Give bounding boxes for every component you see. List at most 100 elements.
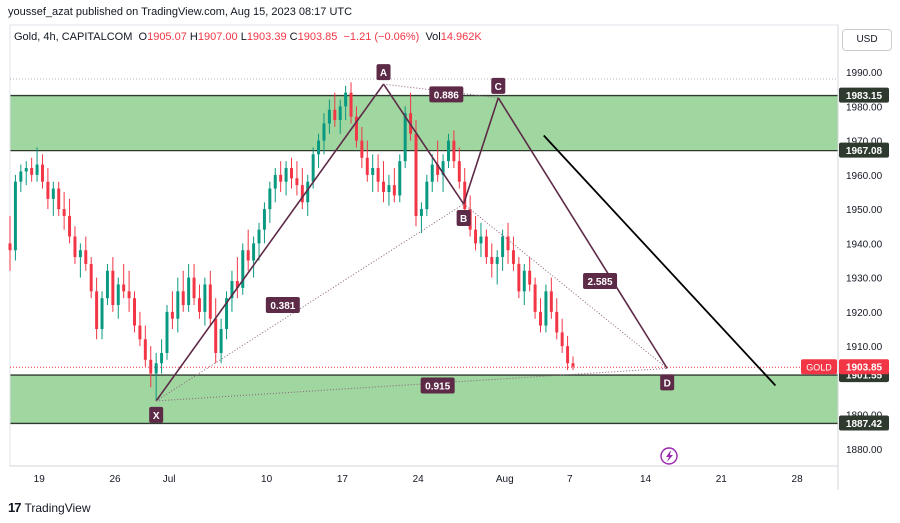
candle [376, 154, 380, 192]
x-tick-label: 14 [640, 474, 652, 485]
candle-body [268, 188, 272, 210]
candle-body [143, 339, 147, 360]
low-value: 1903.39 [246, 31, 287, 43]
y-tick-label: 1980.00 [846, 102, 883, 113]
candle [506, 222, 510, 264]
point-badge [149, 406, 164, 423]
point-badge [660, 374, 675, 391]
candle-body [160, 352, 164, 364]
close-label: C [289, 31, 298, 43]
candle [268, 181, 272, 223]
point-badge [376, 64, 391, 81]
pattern-leg-bc [462, 97, 500, 205]
candle-body [387, 185, 391, 192]
y-tick-label: 1970.00 [846, 137, 883, 148]
symbol-info-line: Gold, 4h, CAPITALCOM O1905.07 H1907.00 L… [14, 31, 482, 43]
candle-body [100, 298, 104, 329]
candle [170, 291, 174, 329]
price-tag-bg [839, 87, 889, 103]
candle-body [30, 168, 34, 175]
candle [295, 161, 299, 196]
candle [89, 257, 93, 299]
candle [290, 157, 293, 189]
currency-button[interactable]: USD [842, 29, 892, 51]
candle [176, 277, 180, 333]
pattern-leg-ab [382, 83, 465, 205]
candle [95, 277, 99, 340]
candle-body [214, 318, 218, 353]
point-label: B [460, 214, 467, 225]
candle [333, 92, 337, 127]
pattern-ratio-bd [463, 203, 668, 369]
candle [382, 161, 386, 203]
candle-body [517, 263, 521, 292]
y-tick-label: 1950.00 [846, 205, 883, 216]
ratio-label: 2.585 [583, 273, 618, 290]
candle-body [192, 277, 196, 299]
candle-body [290, 168, 293, 179]
candle-body [457, 161, 461, 182]
candle-body [528, 270, 532, 285]
candle-body [122, 284, 126, 292]
point-badge [491, 77, 506, 94]
candle [338, 99, 342, 134]
candle-body [89, 263, 93, 292]
candle [246, 229, 250, 271]
candle [457, 147, 461, 189]
candle [181, 270, 185, 312]
candle [392, 168, 396, 203]
candle [571, 356, 575, 371]
zone-price-tag: 1967.08 [839, 142, 889, 158]
ratio-text: 2.585 [588, 277, 613, 288]
volume-value: 14.962K [440, 31, 482, 43]
tradingview-logo-icon: 17 [8, 500, 22, 515]
candle-body [208, 284, 212, 319]
candle [501, 229, 505, 271]
ratio-text: 0.886 [434, 90, 459, 101]
candle-body [197, 298, 201, 312]
candle-body [533, 284, 537, 312]
candle-body [571, 363, 575, 367]
candle-body [257, 229, 261, 244]
last-price-tag: 1903.85 [839, 359, 889, 375]
candle [84, 236, 88, 271]
candle-body [84, 250, 88, 264]
y-tick-label: 1880.00 [846, 445, 883, 456]
candle [446, 133, 450, 169]
candle [100, 291, 104, 340]
volume-label: Vol [425, 31, 441, 43]
pattern-point-d: D [660, 374, 675, 391]
candle-body [219, 329, 223, 353]
candle [219, 318, 223, 364]
candle-body [105, 270, 109, 299]
candle [344, 85, 348, 121]
price-tag-text: 1903.85 [846, 363, 883, 374]
candle [35, 147, 39, 182]
candle-body [338, 106, 342, 121]
lightning-icon[interactable] [660, 447, 678, 465]
trendline [543, 134, 777, 387]
pattern-leg-cd [497, 97, 668, 369]
candle [371, 154, 375, 192]
candle-body [57, 188, 61, 210]
candle-body [474, 229, 478, 244]
candle [284, 161, 288, 196]
candle [149, 346, 153, 388]
candle [116, 277, 120, 319]
y-tick-label: 1940.00 [846, 239, 883, 250]
open-value: 1905.07 [147, 31, 187, 43]
candle-body [149, 359, 153, 374]
candle [208, 270, 212, 326]
candle [522, 263, 526, 306]
candle-body [46, 181, 50, 199]
candle [360, 126, 364, 169]
candle [528, 257, 532, 292]
candle-body [403, 113, 407, 162]
candle-body [133, 298, 136, 326]
candle [273, 168, 277, 203]
candle-body [463, 181, 467, 210]
candle-body [544, 291, 548, 326]
candle [257, 222, 261, 261]
candle-body [539, 311, 543, 326]
